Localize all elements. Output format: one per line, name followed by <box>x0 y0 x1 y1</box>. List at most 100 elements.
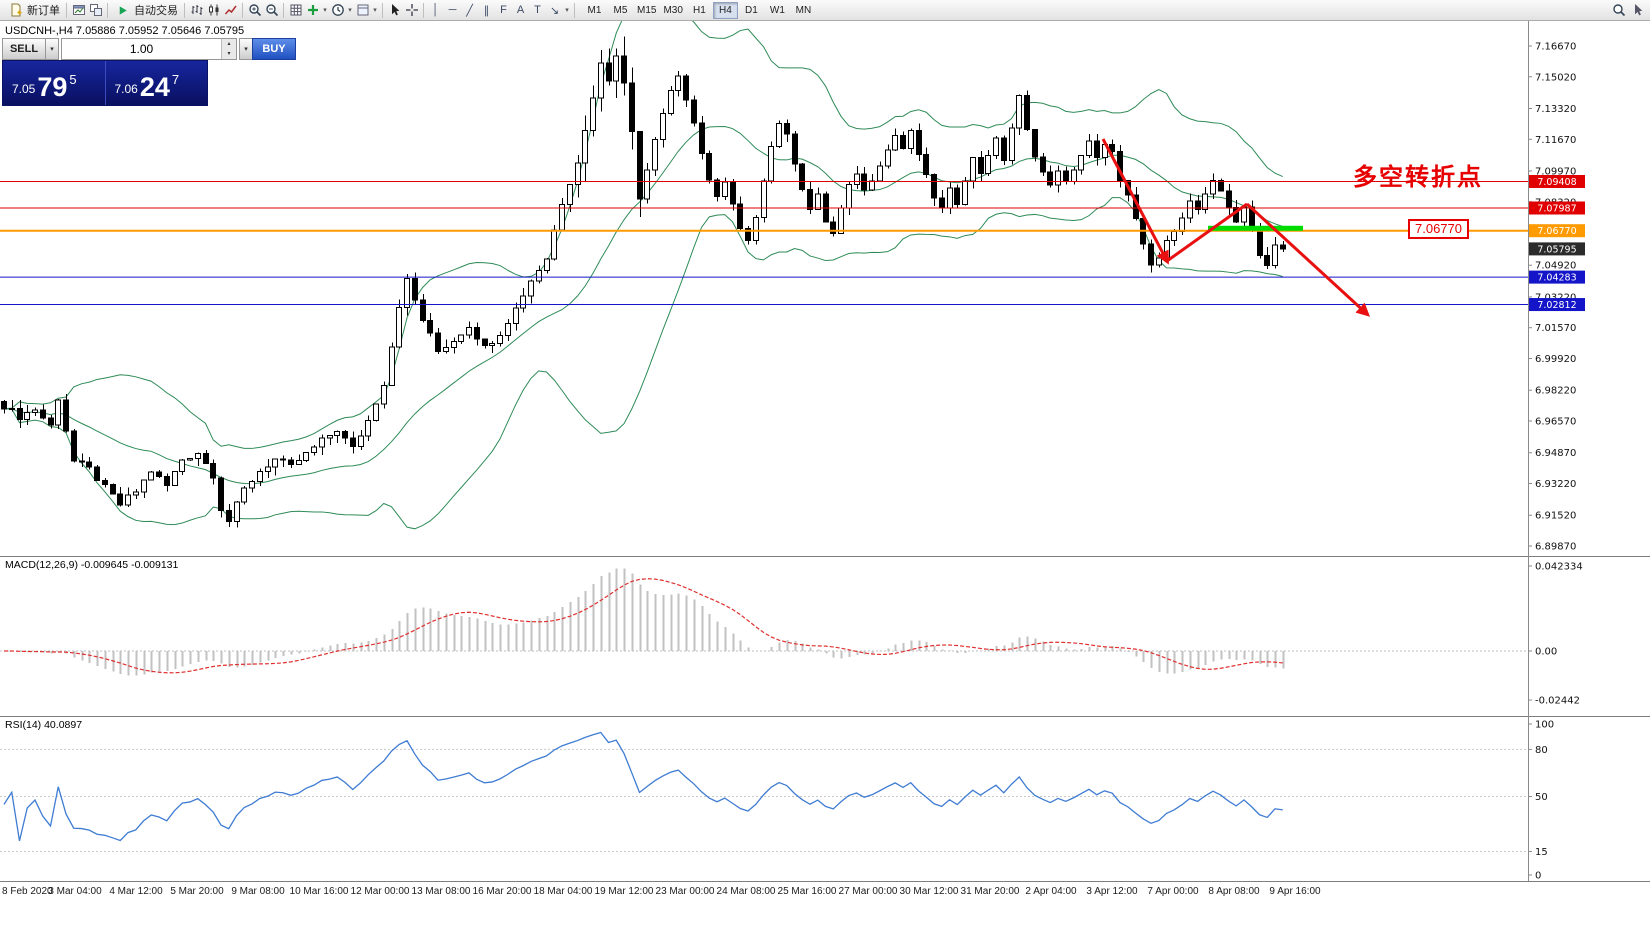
chart-window-icon[interactable] <box>70 2 87 18</box>
bull-candle <box>776 122 782 147</box>
candlesticks-icon[interactable] <box>205 2 222 18</box>
bull-candle <box>358 435 364 447</box>
vertical-line-tool-icon[interactable]: │ <box>432 4 439 16</box>
timeframe-button-W1[interactable]: W1 <box>765 2 790 19</box>
bull-candle <box>327 435 333 439</box>
bull-candle <box>24 412 30 421</box>
buy-options-dropdown[interactable]: ▾ <box>239 38 252 60</box>
bull-candle <box>1078 155 1084 171</box>
rsi-axis-label: 0 <box>1535 871 1541 882</box>
bear-candle <box>900 134 906 149</box>
main-price-chart[interactable]: 7.166707.150207.133207.116707.099707.083… <box>0 21 1650 556</box>
horizontal-line-tool-icon[interactable]: ─ <box>448 4 457 16</box>
bull-candle <box>257 470 263 483</box>
line-chart-icon[interactable] <box>222 2 239 18</box>
bear-candle <box>94 466 100 481</box>
buy-price-sup: 7 <box>171 72 180 87</box>
bear-candle <box>156 471 162 478</box>
bull-candle <box>443 347 449 353</box>
indicators-icon[interactable] <box>304 2 321 18</box>
tile-windows-icon[interactable] <box>87 2 104 18</box>
bear-candle <box>110 483 116 495</box>
time-axis-label: 16 Mar 20:00 <box>472 886 532 897</box>
green-highlight-bar[interactable] <box>1208 225 1303 231</box>
autotrading-button[interactable]: 自动交易 <box>111 1 181 19</box>
crosshair-icon[interactable] <box>403 2 420 18</box>
bull-candle <box>575 162 581 186</box>
bear-candle <box>218 477 224 511</box>
grid-icon[interactable] <box>287 2 304 18</box>
shapes-dropdown-icon[interactable]: ▾ <box>565 7 569 14</box>
ohlc-bars-icon[interactable] <box>188 2 205 18</box>
sell-options-dropdown[interactable]: ▾ <box>46 38 59 60</box>
bear-candle <box>916 129 922 155</box>
bear-candle <box>714 179 720 197</box>
price-axis-label: 6.91520 <box>1535 511 1576 522</box>
time-axis-label: 4 Mar 12:00 <box>109 886 163 897</box>
channel-tool-icon[interactable]: ∥ <box>483 4 490 17</box>
templates-dropdown-icon[interactable]: ▾ <box>373 7 377 14</box>
search-icon[interactable] <box>1610 2 1627 18</box>
bull-candle <box>451 340 457 349</box>
cursor-icon[interactable] <box>386 2 403 18</box>
sell-price-display[interactable]: 7.05 79 5 <box>3 61 105 105</box>
bear-candle <box>923 153 929 176</box>
buy-price-big: 24 <box>139 72 170 102</box>
bear-candle <box>1094 140 1100 158</box>
timeframe-button-H1[interactable]: H1 <box>687 2 712 19</box>
bull-candle <box>172 471 178 486</box>
buy-button[interactable]: BUY <box>252 38 296 60</box>
bear-candle <box>792 133 798 165</box>
timeframe-button-H4[interactable]: H4 <box>712 1 738 19</box>
timeframe-button-M30[interactable]: M30 <box>660 2 685 19</box>
bear-candle <box>226 509 232 523</box>
price-axis-label: 7.04920 <box>1535 261 1576 272</box>
bull-candle <box>722 181 728 197</box>
turning-point-annotation: 多空转折点 <box>1353 164 1483 191</box>
bull-candle <box>675 75 681 91</box>
periods-dropdown-icon[interactable]: ▾ <box>348 7 352 14</box>
timeframe-button-MN[interactable]: MN <box>791 2 816 19</box>
text-tool-icon[interactable]: A <box>516 4 525 16</box>
new-order-label: 新订单 <box>27 5 60 17</box>
periods-clock-icon[interactable] <box>329 2 346 18</box>
volume-box: ▴ ▾ <box>61 38 237 60</box>
buy-price-display[interactable]: 7.06 24 7 <box>104 61 208 105</box>
bear-candle <box>102 479 108 485</box>
bull-candle <box>668 89 674 114</box>
templates-icon[interactable] <box>354 2 371 18</box>
timeframe-button-D1[interactable]: D1 <box>739 2 764 19</box>
bear-candle <box>706 152 712 181</box>
trend-arrows[interactable] <box>1101 138 1370 317</box>
bull-candle <box>1179 217 1185 232</box>
arrow-tool-icon[interactable]: ↘ <box>549 4 560 17</box>
rsi-axis-label: 50 <box>1535 792 1548 803</box>
timeframe-button-M1[interactable]: M1 <box>582 2 607 19</box>
volume-increase-button[interactable]: ▴ <box>222 39 236 49</box>
price-marker-label: 7.06770 <box>1537 226 1576 237</box>
trendline-tool-icon[interactable]: ╱ <box>466 4 473 17</box>
timeframe-button-M5[interactable]: M5 <box>608 2 633 19</box>
volume-input[interactable] <box>62 39 221 59</box>
zoom-out-icon[interactable] <box>263 2 280 18</box>
label-tool-icon[interactable]: T <box>534 4 541 16</box>
bull-candle <box>520 295 526 309</box>
sell-button[interactable]: SELL <box>2 38 46 60</box>
pointer-mode-icon[interactable] <box>1629 2 1646 18</box>
zoom-in-icon[interactable] <box>246 2 263 18</box>
time-axis-label: 8 Apr 08:00 <box>1208 886 1260 897</box>
price-marker-box <box>1529 242 1585 256</box>
macd-indicator-panel[interactable]: 0.042334 0.00 -0.02442 <box>0 556 1650 716</box>
price-callout-label[interactable]: 7.06770 <box>1408 219 1469 239</box>
bull-candle <box>838 207 844 234</box>
rsi-indicator-panel[interactable]: 100 80 50 15 0 <box>0 716 1650 881</box>
fibonacci-tool-icon[interactable]: F <box>500 4 507 16</box>
volume-decrease-button[interactable]: ▾ <box>222 49 236 59</box>
macd-axis-label: 0.042334 <box>1535 561 1583 572</box>
new-order-button[interactable]: 新订单 <box>4 1 63 19</box>
timeframe-button-M15[interactable]: M15 <box>634 2 659 19</box>
indicators-dropdown-icon[interactable]: ▾ <box>323 7 327 14</box>
bull-candle <box>947 187 953 209</box>
time-axis-label: 23 Mar 00:00 <box>655 886 715 897</box>
bull-candle <box>513 307 519 324</box>
